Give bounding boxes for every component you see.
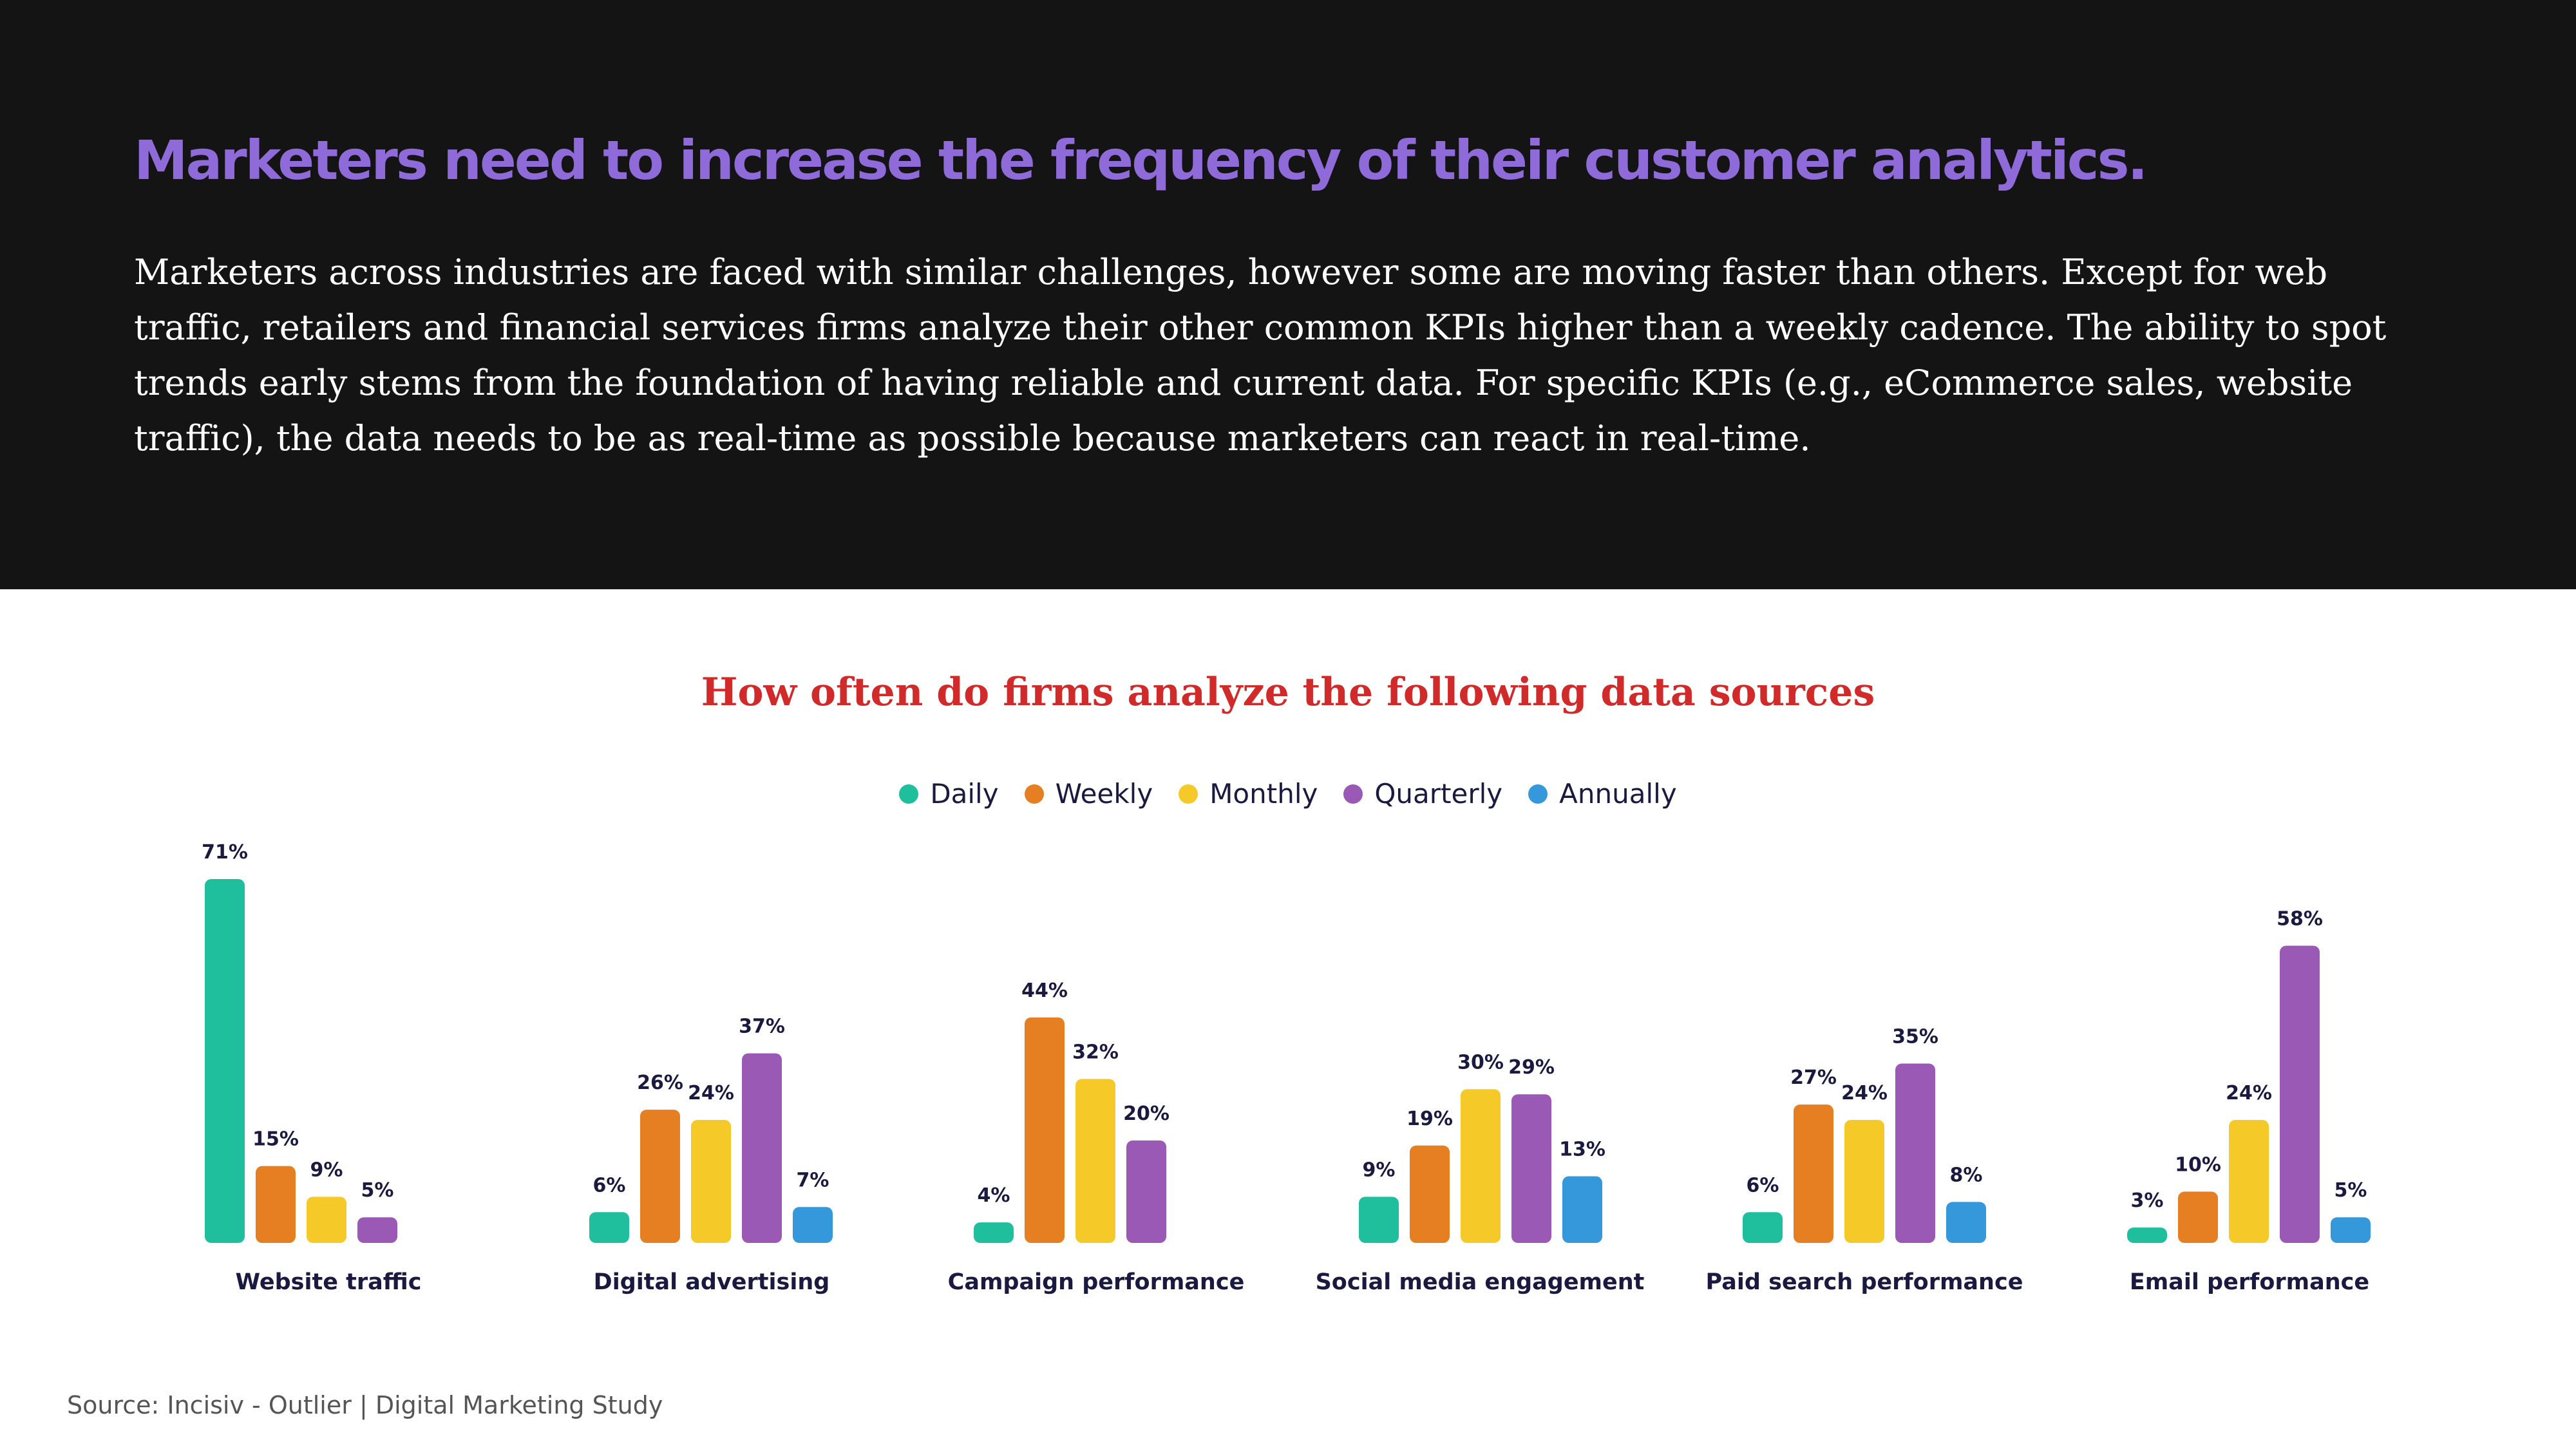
chart-legend: Daily Weekly Monthly Quarterly Annually xyxy=(0,778,2576,810)
legend-label: Quarterly xyxy=(1374,778,1503,810)
bar-group: 6% 26% 24% 37% 7% Digital advertising xyxy=(589,1016,833,1295)
legend-label: Weekly xyxy=(1055,778,1153,810)
data-label: 24% xyxy=(2226,1082,2272,1104)
category-label: Email performance xyxy=(2130,1269,2369,1295)
category-label: Website traffic xyxy=(235,1269,421,1295)
category-label: Paid search performance xyxy=(1706,1269,2023,1295)
bar-group: 9% 19% 30% 29% 13% Social media engagement xyxy=(1316,1051,1645,1295)
data-label: 29% xyxy=(1508,1056,1555,1079)
data-label: 58% xyxy=(2277,907,2323,930)
source-note: Source: Incisiv - Outlier | Digital Mark… xyxy=(67,1391,663,1419)
bar-monthly xyxy=(1844,1120,1884,1243)
category-label: Social media engagement xyxy=(1316,1269,1645,1295)
page-title: Marketers need to increase the frequency… xyxy=(134,129,2148,192)
bar-group: 3% 10% 24% 58% 5% Email performance xyxy=(2127,907,2371,1295)
bar-group: 4% 44% 32% 20% Campaign performance xyxy=(948,980,1245,1295)
legend-swatch xyxy=(1528,784,1548,804)
chart-title: How often do firms analyze the following… xyxy=(701,670,1875,715)
data-label: 19% xyxy=(1406,1108,1453,1130)
header-section: Marketers need to increase the frequency… xyxy=(0,0,2576,589)
legend-label: Daily xyxy=(930,778,999,810)
legend-swatch xyxy=(1343,784,1363,804)
data-label: 20% xyxy=(1123,1103,1170,1125)
data-label: 9% xyxy=(1363,1159,1396,1181)
bar-group: 71% 15% 9% 5% Website traffic xyxy=(202,841,421,1295)
legend-swatch xyxy=(1024,784,1044,804)
bar-annually xyxy=(2331,1217,2371,1243)
data-label: 24% xyxy=(1841,1082,1888,1104)
bar-group: 6% 27%24% 35% 8% Paid search performance xyxy=(1706,1025,2023,1295)
bar-quarterly xyxy=(1511,1094,1551,1243)
legend-swatch xyxy=(899,784,919,804)
legend-item-daily: Daily xyxy=(899,778,999,810)
category-label: Campaign performance xyxy=(948,1269,1245,1295)
bar-weekly xyxy=(1410,1145,1450,1243)
bar-quarterly xyxy=(742,1053,782,1243)
data-label: 30% xyxy=(1457,1051,1504,1074)
bar-daily xyxy=(974,1222,1014,1243)
bar-monthly xyxy=(2229,1120,2269,1243)
data-label: 6% xyxy=(1747,1174,1779,1197)
legend-label: Annually xyxy=(1559,778,1677,810)
bar-monthly xyxy=(1075,1079,1115,1243)
bar-daily xyxy=(205,879,245,1243)
bar-weekly xyxy=(1025,1017,1065,1243)
bar-daily xyxy=(2127,1227,2167,1243)
data-label: 13% xyxy=(1559,1139,1605,1161)
legend-swatch xyxy=(1179,784,1198,804)
data-label: 26% xyxy=(637,1072,683,1094)
legend-item-monthly: Monthly xyxy=(1179,778,1318,810)
bar-monthly xyxy=(307,1197,346,1243)
legend-item-annually: Annually xyxy=(1528,778,1677,810)
bar-annually xyxy=(1946,1202,1986,1243)
data-label: 6% xyxy=(593,1174,626,1197)
data-label: 5% xyxy=(2334,1179,2367,1202)
bar-annually xyxy=(793,1207,833,1243)
bar-quarterly xyxy=(357,1217,397,1243)
category-label: Digital advertising xyxy=(594,1269,830,1295)
data-label: 27% xyxy=(1790,1066,1837,1089)
data-label: 35% xyxy=(1892,1025,1938,1048)
legend-label: Monthly xyxy=(1209,778,1318,810)
bar-annually xyxy=(1562,1176,1602,1243)
data-label: 7% xyxy=(797,1169,829,1191)
data-label: 15% xyxy=(252,1128,299,1151)
data-label: 5% xyxy=(361,1179,394,1202)
bar-quarterly xyxy=(2280,945,2320,1243)
legend-item-weekly: Weekly xyxy=(1024,778,1153,810)
legend-item-quarterly: Quarterly xyxy=(1343,778,1502,810)
bar-daily xyxy=(1743,1212,1783,1243)
bar-daily xyxy=(589,1212,629,1243)
data-label: 44% xyxy=(1021,980,1068,1002)
bar-daily xyxy=(1359,1197,1399,1243)
intro-paragraph: Marketers across industries are faced wi… xyxy=(134,252,2387,459)
bar-weekly xyxy=(2178,1191,2218,1243)
bar-weekly xyxy=(256,1166,296,1243)
bar-weekly xyxy=(640,1110,680,1243)
data-label: 71% xyxy=(202,841,248,864)
bar-quarterly xyxy=(1895,1063,1935,1243)
data-label: 3% xyxy=(2131,1189,2164,1212)
data-label: 9% xyxy=(310,1159,343,1181)
bar-quarterly xyxy=(1126,1140,1166,1243)
bar-monthly xyxy=(1461,1089,1501,1243)
data-label: 4% xyxy=(978,1184,1010,1207)
data-label: 10% xyxy=(2175,1153,2221,1176)
data-label: 8% xyxy=(1950,1164,1983,1186)
bar-monthly xyxy=(691,1120,731,1243)
data-label: 24% xyxy=(688,1082,734,1104)
data-label: 37% xyxy=(739,1016,785,1038)
data-label: 32% xyxy=(1072,1041,1119,1063)
bar-weekly xyxy=(1794,1104,1833,1243)
